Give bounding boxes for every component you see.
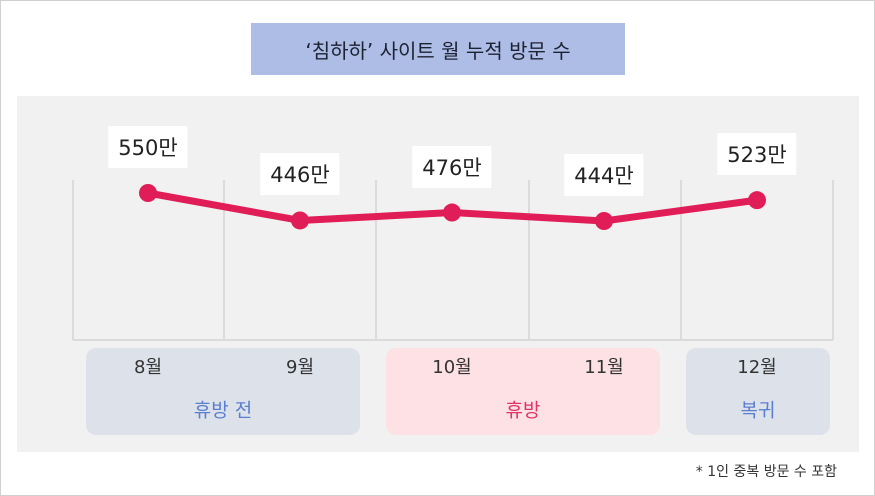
chart-title-text: ‘침하하’ 사이트 월 누적 방문 수 [305,38,571,63]
group-label-2: 복귀 [740,399,776,422]
group-box-1 [386,348,660,435]
data-point-4 [748,191,766,210]
group-box-2 [686,348,830,435]
x-tick-label-0: 8월 [133,357,163,378]
group-box-0 [86,348,360,435]
group-label-0: 휴방 전 [193,399,253,422]
data-label-0: 550만 [108,126,188,168]
x-tick-label-4: 12월 [737,357,777,378]
data-label-2: 476만 [412,145,492,188]
x-tick-label-3: 11월 [584,357,624,378]
data-point-3 [595,212,613,230]
data-point-1 [291,211,309,230]
x-tick-label-2: 10월 [432,357,472,378]
footnote: * 1인 중복 방문 수 포함 [695,464,837,480]
group-label-1: 휴방 [505,399,541,422]
data-label-1: 446만 [260,153,340,196]
chart-title: ‘침하하’ 사이트 월 누적 방문 수 [251,23,625,75]
data-point-2 [443,203,461,222]
data-label-4: 523만 [717,133,797,176]
data-label-3: 444만 [564,154,644,196]
data-point-0 [139,184,157,202]
x-tick-label-1: 9월 [285,357,315,378]
